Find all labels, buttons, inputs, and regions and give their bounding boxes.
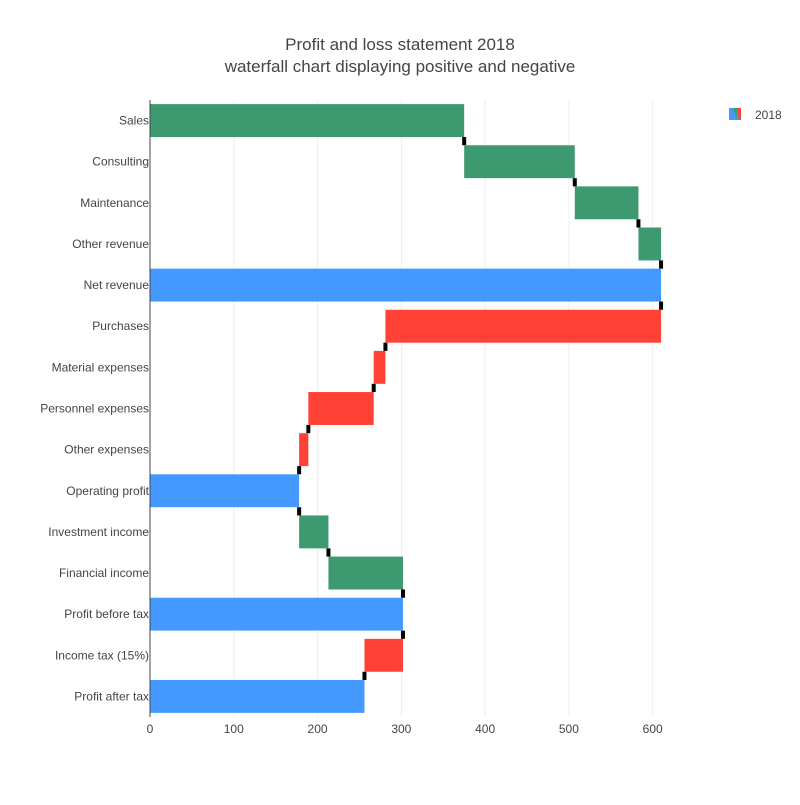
category-label: Profit after tax — [74, 689, 149, 703]
category-label: Sales — [119, 114, 149, 128]
x-tick-labels: 0 100 200 300 400 500 600 — [147, 722, 663, 736]
category-label: Operating profit — [66, 484, 149, 498]
category-label: Investment income — [48, 525, 149, 539]
bar-other-revenue — [638, 227, 662, 261]
category-label: Financial income — [59, 566, 149, 580]
bar-financial-income — [328, 556, 404, 590]
category-label: Net revenue — [84, 278, 150, 292]
chart-subtitle-line: waterfall chart displaying positive and … — [224, 57, 576, 76]
category-label: Purchases — [92, 319, 149, 333]
x-tick-label: 500 — [559, 722, 579, 736]
legend-swatch-icon[interactable] — [729, 108, 741, 120]
legend[interactable]: 2018 — [729, 108, 782, 122]
category-labels: Sales Consulting Maintenance Other revenue N… — [40, 114, 149, 704]
category-label: Income tax (15%) — [55, 648, 149, 662]
category-label: Other revenue — [72, 237, 149, 251]
x-tick-label: 100 — [224, 722, 244, 736]
chart-title-line: Profit and loss statement 2018 — [285, 35, 515, 54]
bar-maintenance — [574, 186, 639, 220]
bar-profit-after-tax — [150, 679, 365, 713]
legend-entry-2018[interactable]: 2018 — [755, 108, 782, 122]
bar-purchases — [385, 309, 662, 343]
bar-material-expenses — [373, 350, 386, 384]
bars — [150, 104, 662, 713]
legend-swatch-decrease — [737, 108, 741, 120]
x-tick-label: 200 — [308, 722, 328, 736]
chart-title: Profit and loss statement 2018 waterfall… — [224, 35, 576, 76]
x-tick-label: 0 — [147, 722, 154, 736]
category-label: Other expenses — [64, 443, 149, 457]
bar-sales — [150, 104, 465, 138]
bar-profit-before-tax — [150, 597, 404, 631]
bar-investment-income — [299, 515, 329, 549]
category-label: Personnel expenses — [40, 402, 149, 416]
bar-income-tax-15 — [364, 638, 404, 672]
bar-other-expenses — [299, 433, 309, 467]
category-label: Material expenses — [52, 360, 149, 374]
connector-lines — [297, 137, 664, 680]
legend-swatch-increase — [733, 108, 737, 120]
category-label: Consulting — [92, 155, 149, 169]
bar-consulting — [464, 145, 575, 179]
x-tick-label: 400 — [475, 722, 495, 736]
x-tick-label: 300 — [391, 722, 411, 736]
bar-personnel-expenses — [308, 392, 374, 425]
bar-operating-profit — [150, 474, 300, 508]
x-tick-label: 600 — [643, 722, 663, 736]
category-label: Maintenance — [80, 196, 149, 210]
category-label: Profit before tax — [64, 607, 149, 621]
bar-net-revenue — [150, 268, 662, 302]
